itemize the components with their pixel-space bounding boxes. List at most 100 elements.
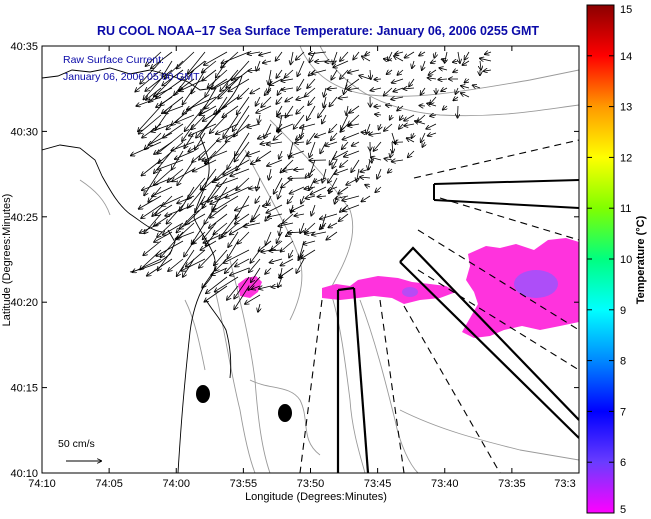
current-vector <box>283 213 294 223</box>
y-tick-label: 40:20 <box>10 297 38 309</box>
current-vector <box>265 87 272 95</box>
current-vector <box>297 78 305 90</box>
current-vector <box>183 87 195 104</box>
current-vector <box>236 177 250 190</box>
current-vector <box>278 222 294 226</box>
current-vector <box>214 249 228 265</box>
current-vector <box>309 159 316 177</box>
current-vector <box>192 150 206 162</box>
current-vector <box>216 123 239 134</box>
current-vector <box>427 103 437 106</box>
colorbar-tick-label: 15 <box>620 4 632 16</box>
current-vector <box>165 60 184 78</box>
current-vector <box>480 60 481 70</box>
current-vector <box>290 186 305 194</box>
current-vector <box>315 132 327 137</box>
x-axis-ticks: 74:10 74:05 74:00 73:55 73:50 73:45 73:40 73:35… <box>28 46 580 490</box>
current-vector <box>152 186 173 196</box>
current-vector <box>329 96 338 106</box>
current-vector <box>224 249 250 263</box>
current-vector <box>223 114 239 137</box>
current-vector <box>226 186 250 198</box>
current-vector <box>428 133 437 136</box>
current-vector <box>442 59 448 61</box>
current-vector <box>172 168 195 181</box>
current-vector <box>348 124 360 126</box>
current-vector <box>230 267 250 275</box>
current-vector <box>203 150 228 161</box>
current-vector <box>374 106 382 107</box>
current-vector <box>359 76 371 80</box>
current-vector <box>154 141 173 154</box>
current-vector <box>328 186 338 191</box>
current-vector <box>209 213 228 228</box>
current-vector <box>339 97 349 98</box>
current-vector <box>369 133 382 135</box>
current-vector <box>305 168 316 178</box>
current-vector <box>455 87 458 94</box>
x-tick-label: 73:3 <box>554 478 575 490</box>
current-vector <box>339 213 349 221</box>
current-vector <box>191 69 206 93</box>
current-vector <box>188 141 206 152</box>
current-vector <box>177 51 195 68</box>
current-vector <box>154 87 173 96</box>
current-vector <box>377 168 382 179</box>
current-vector <box>250 87 261 93</box>
current-vector <box>208 177 228 202</box>
current-vector <box>216 60 228 77</box>
current-vector <box>187 186 206 208</box>
current-vector <box>140 249 162 269</box>
current-vector <box>362 56 371 62</box>
current-vector <box>333 150 349 159</box>
current-vector <box>199 249 217 268</box>
current-vector <box>149 78 173 102</box>
current-vector <box>309 52 327 54</box>
current-vector <box>340 51 349 61</box>
current-vector <box>428 78 437 79</box>
current-vector <box>267 159 283 166</box>
current-vector <box>465 79 469 83</box>
current-vector <box>210 195 228 204</box>
current-vector <box>145 69 173 91</box>
current-vector <box>281 240 294 252</box>
current-vector <box>422 141 425 147</box>
current-vector <box>338 186 349 194</box>
current-vector <box>172 141 195 150</box>
current-vector <box>282 88 294 90</box>
current-vector <box>245 294 261 304</box>
current-vector <box>156 78 184 98</box>
current-vector <box>453 70 459 72</box>
current-vector <box>438 79 448 80</box>
current-vector <box>325 141 338 146</box>
current-vector <box>285 69 294 77</box>
current-vector <box>168 168 184 182</box>
current-vector <box>303 240 316 244</box>
current-vector <box>361 195 371 201</box>
current-vector <box>485 52 492 54</box>
colorbar-tick-label: 7 <box>620 406 626 418</box>
current-vector <box>300 123 316 128</box>
current-vector <box>274 132 283 140</box>
current-vector <box>326 231 338 240</box>
current-vector <box>235 213 250 224</box>
current-vector <box>308 96 316 105</box>
current-vector <box>346 177 360 185</box>
current-vector <box>340 159 349 167</box>
current-vector <box>277 231 283 243</box>
current-vector <box>258 132 272 139</box>
current-vector <box>391 97 404 99</box>
current-vector <box>256 96 261 106</box>
current-vector <box>392 141 393 153</box>
current-vector <box>217 132 239 141</box>
current-vector <box>398 69 404 75</box>
current-vector <box>371 88 382 91</box>
current-vector <box>186 204 206 225</box>
current-vector <box>238 87 250 99</box>
current-vector <box>154 231 173 242</box>
current-vector <box>167 204 184 224</box>
current-vector <box>288 195 294 203</box>
current-vector <box>315 61 327 62</box>
current-vector <box>277 115 294 116</box>
current-label: Raw Surface Current: <box>63 54 164 66</box>
